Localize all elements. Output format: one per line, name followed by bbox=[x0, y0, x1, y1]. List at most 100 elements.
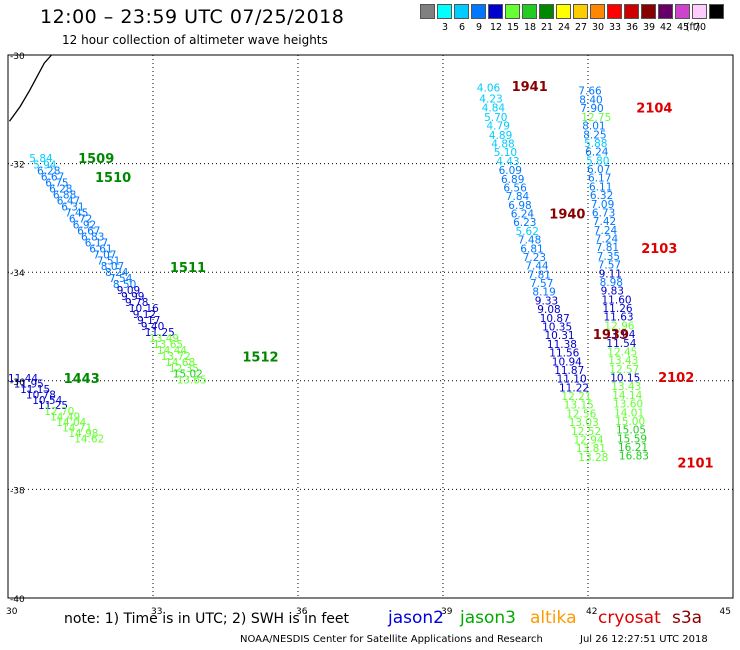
wave-height-value: 8.01 bbox=[582, 121, 605, 133]
lon-tick-label: 45 bbox=[720, 607, 731, 617]
wave-height-value: 6.24 bbox=[511, 209, 535, 221]
wave-height-value: 15.05 bbox=[616, 425, 646, 437]
lon-tick-label: 39 bbox=[441, 607, 453, 617]
wave-height-value: 7.24 bbox=[594, 225, 618, 237]
wave-height-value: 13.15 bbox=[564, 400, 594, 412]
wave-height-value: 11.10 bbox=[557, 374, 587, 386]
wave-height-value: 15.02 bbox=[173, 369, 203, 381]
wave-height-value: 4.43 bbox=[496, 156, 519, 168]
wave-height-value: 8.40 bbox=[579, 95, 602, 107]
satellite-label-s3a: s3a bbox=[672, 608, 703, 628]
wave-height-value: 12.56 bbox=[566, 408, 596, 420]
legend-tick-label: 9 bbox=[475, 22, 483, 33]
wave-height-value: 6.11 bbox=[589, 181, 612, 193]
wave-height-value: 11.87 bbox=[554, 365, 584, 377]
lat-tick-label: -40 bbox=[10, 595, 25, 605]
wave-height-value: 14.44 bbox=[157, 345, 187, 357]
legend-swatch bbox=[658, 4, 673, 19]
generation-timestamp: Jul 26 12:27:51 UTC 2018 bbox=[580, 634, 708, 645]
wave-height-value: 10.31 bbox=[545, 330, 575, 342]
wave-height-value: 6.17 bbox=[85, 237, 108, 249]
wave-height-value: 6.32 bbox=[590, 190, 613, 202]
wave-height-value: 9.17 bbox=[137, 315, 160, 327]
lat-tick-label: -36 bbox=[10, 378, 25, 388]
wave-height-value: 6.47 bbox=[57, 196, 80, 208]
footnote: note: 1) Time is in UTC; 2) SWH is in fe… bbox=[64, 611, 350, 627]
wave-height-value: 14.14 bbox=[612, 390, 642, 402]
lon-tick-label: 36 bbox=[296, 607, 308, 617]
wave-height-value: 6.17 bbox=[588, 173, 611, 185]
wave-height-value: 14.49 bbox=[50, 412, 80, 424]
satellite-label-jason3: jason3 bbox=[460, 608, 516, 628]
wave-height-value: 6.23 bbox=[513, 217, 536, 229]
wave-height-value: 6.07 bbox=[587, 164, 610, 176]
wave-height-value: 5.62 bbox=[516, 226, 539, 238]
wave-height-value: 13.60 bbox=[613, 399, 643, 411]
wave-height-value: 13.03 bbox=[569, 417, 599, 429]
wave-height-value: 14.98 bbox=[68, 428, 98, 440]
legend-swatch bbox=[641, 4, 656, 19]
legend-swatch bbox=[675, 4, 690, 19]
lon-tick-label: 42 bbox=[586, 607, 597, 617]
wave-height-value: 11.04 bbox=[605, 329, 635, 341]
wave-height-value: 7.45 bbox=[65, 208, 88, 220]
lon-tick-label: 33 bbox=[151, 607, 162, 617]
wave-height-value: 8.24 bbox=[105, 267, 129, 279]
wave-height-value: 16.21 bbox=[618, 442, 648, 454]
wave-height-value: 11.15 bbox=[20, 384, 50, 396]
wave-height-value: 6.89 bbox=[501, 174, 524, 186]
wave-height-value: 6.61 bbox=[89, 243, 112, 255]
wave-height-value: 7.23 bbox=[523, 252, 546, 264]
wave-height-value: 14.71 bbox=[62, 423, 92, 435]
wave-height-value: 6.81 bbox=[520, 243, 543, 255]
wave-height-value: 6.28 bbox=[37, 166, 60, 178]
wave-height-value: 7.44 bbox=[525, 261, 549, 273]
wave-height-value: 5.70 bbox=[484, 112, 507, 124]
coastline bbox=[8, 54, 52, 122]
wave-height-value: 8.50 bbox=[113, 279, 136, 291]
track-time-labels: 1509 1510 1511 1512 1443 1941 1940 1939 2104 2103… bbox=[64, 80, 714, 471]
satellite-label-cryosat: cryosat bbox=[598, 608, 661, 628]
wave-height-value: 13.43 bbox=[611, 381, 641, 393]
satellite-label-jason2: jason2 bbox=[388, 608, 444, 628]
wave-height-value: 5.10 bbox=[494, 147, 517, 159]
wave-height-value: 9.09 bbox=[117, 285, 140, 297]
credit-line: NOAA/NESDIS Center for Satellite Applica… bbox=[240, 634, 543, 645]
legend-unit: (ft) bbox=[685, 22, 701, 33]
wave-height-value: 11.95 bbox=[14, 379, 44, 391]
wave-height-value: 12.52 bbox=[571, 426, 601, 438]
legend-tick-label: 30 bbox=[591, 22, 605, 33]
wave-height-value: 4.06 bbox=[477, 83, 501, 95]
wave-height-values: 5.845.946.286.676.756.286.886.476.317.45… bbox=[8, 83, 649, 464]
wave-height-value: 13.65 bbox=[153, 339, 183, 351]
wave-height-value: 6.67 bbox=[77, 225, 100, 237]
legend-tick-label: 3 bbox=[441, 22, 449, 33]
wave-height-value: 12.57 bbox=[609, 364, 639, 376]
legend-tick-label: 6 bbox=[458, 22, 466, 33]
legend-swatch bbox=[590, 4, 605, 19]
legend-swatch bbox=[624, 4, 639, 19]
wave-height-value: 11.26 bbox=[603, 303, 633, 315]
wave-height-value: 4.23 bbox=[479, 93, 502, 105]
wave-height-value: 6.24 bbox=[585, 147, 609, 159]
legend-tick-label: 45 bbox=[676, 22, 690, 33]
wave-height-value: 7.81 bbox=[528, 269, 551, 281]
wave-height-value: 15.59 bbox=[617, 433, 647, 445]
wave-height-value: 9.99 bbox=[121, 291, 144, 303]
wave-height-value: 4.84 bbox=[482, 103, 506, 115]
map-subtitle: 12 hour collection of altimeter wave hei… bbox=[62, 33, 328, 47]
track-time-label: 1509 bbox=[78, 152, 114, 167]
wave-height-value: 14.68 bbox=[165, 357, 195, 369]
wave-height-value: 13.65 bbox=[177, 375, 207, 387]
wave-height-value: 12.70 bbox=[44, 406, 74, 418]
wave-height-value: 13.49 bbox=[149, 333, 179, 345]
wave-height-value: 7.48 bbox=[518, 235, 541, 247]
track-time-label: 2104 bbox=[636, 102, 672, 117]
legend-swatch bbox=[454, 4, 469, 19]
track-time-label: 2101 bbox=[677, 456, 713, 471]
legend-tick-label: 39 bbox=[642, 22, 656, 33]
wave-height-value: 5.80 bbox=[586, 155, 609, 167]
wave-height-value: 13.28 bbox=[578, 452, 608, 464]
wave-height-value: 7.84 bbox=[506, 191, 530, 203]
legend-swatch bbox=[573, 4, 588, 19]
